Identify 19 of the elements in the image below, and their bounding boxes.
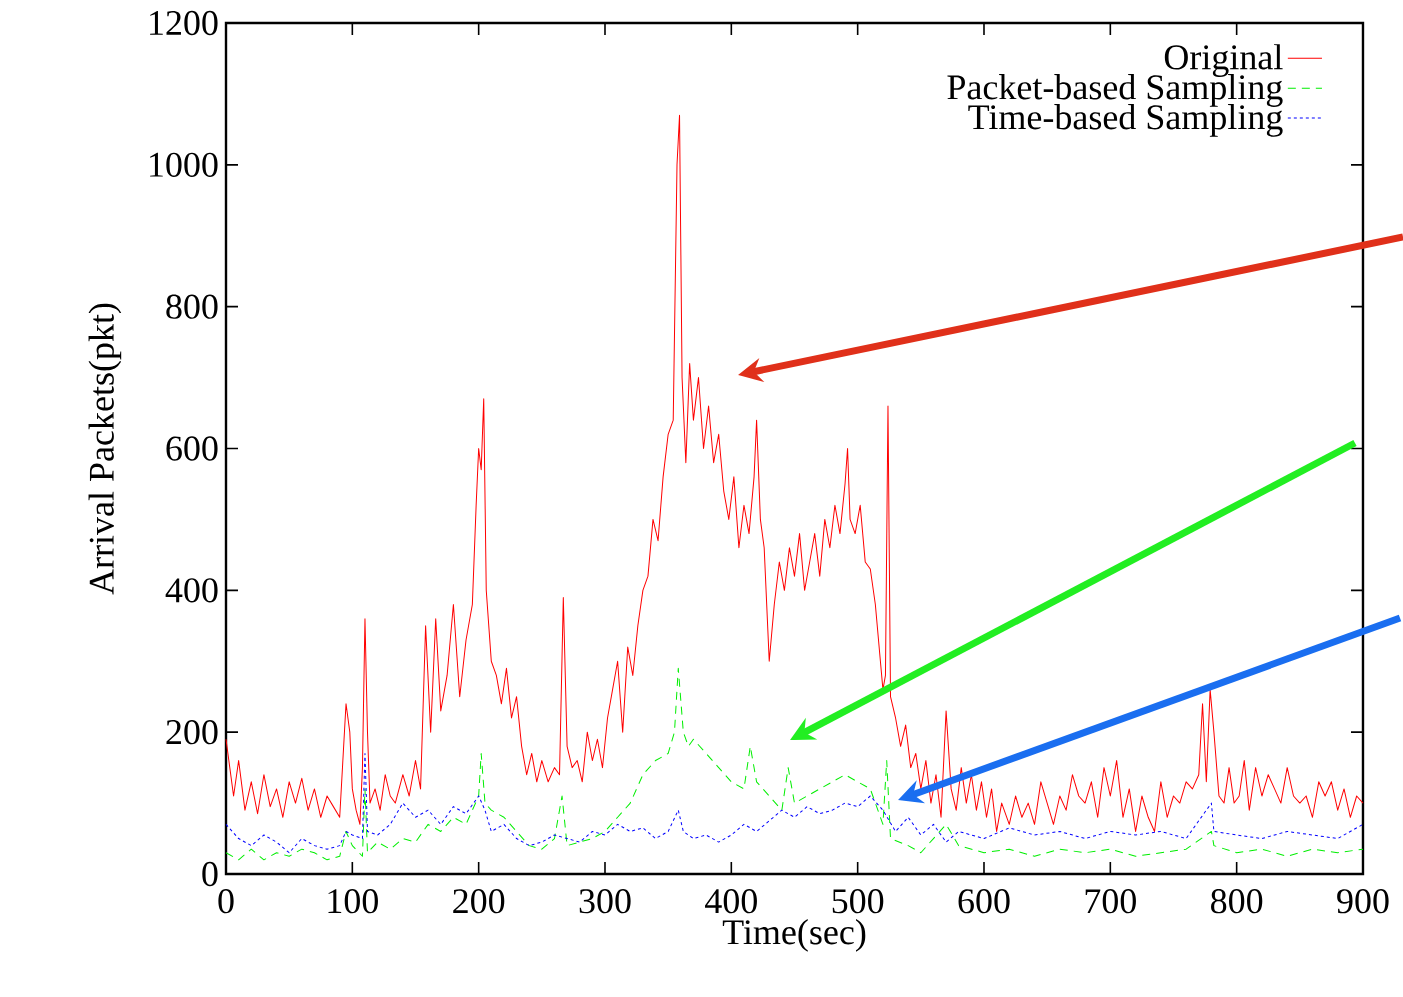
x-tick-label: 300 xyxy=(579,889,631,914)
x-tick-label: 700 xyxy=(1085,889,1136,914)
y-tick-label: 1000 xyxy=(150,152,218,177)
y-tick-label: 400 xyxy=(165,578,218,603)
x-tick-label: 500 xyxy=(832,889,884,914)
x-tick-label: 600 xyxy=(958,889,1010,914)
x-tick-label: 400 xyxy=(705,889,757,914)
x-axis-title: Time(sec) xyxy=(722,919,866,952)
y-axis-title: Arrival Packets(pkt) xyxy=(88,303,122,595)
y-tick-label: 1200 xyxy=(150,10,218,36)
y-tick-label: 800 xyxy=(166,294,218,319)
x-tick-label: 800 xyxy=(1211,889,1263,914)
y-tick-label: 200 xyxy=(166,720,218,745)
x-tick-label: 900 xyxy=(1337,889,1389,914)
x-tick-label: 200 xyxy=(453,889,505,914)
y-tick-label: 0 xyxy=(202,861,218,887)
y-tick-label: 600 xyxy=(166,436,218,461)
x-tick-label: 0 xyxy=(218,889,234,914)
x-tick-label: 100 xyxy=(328,889,378,914)
